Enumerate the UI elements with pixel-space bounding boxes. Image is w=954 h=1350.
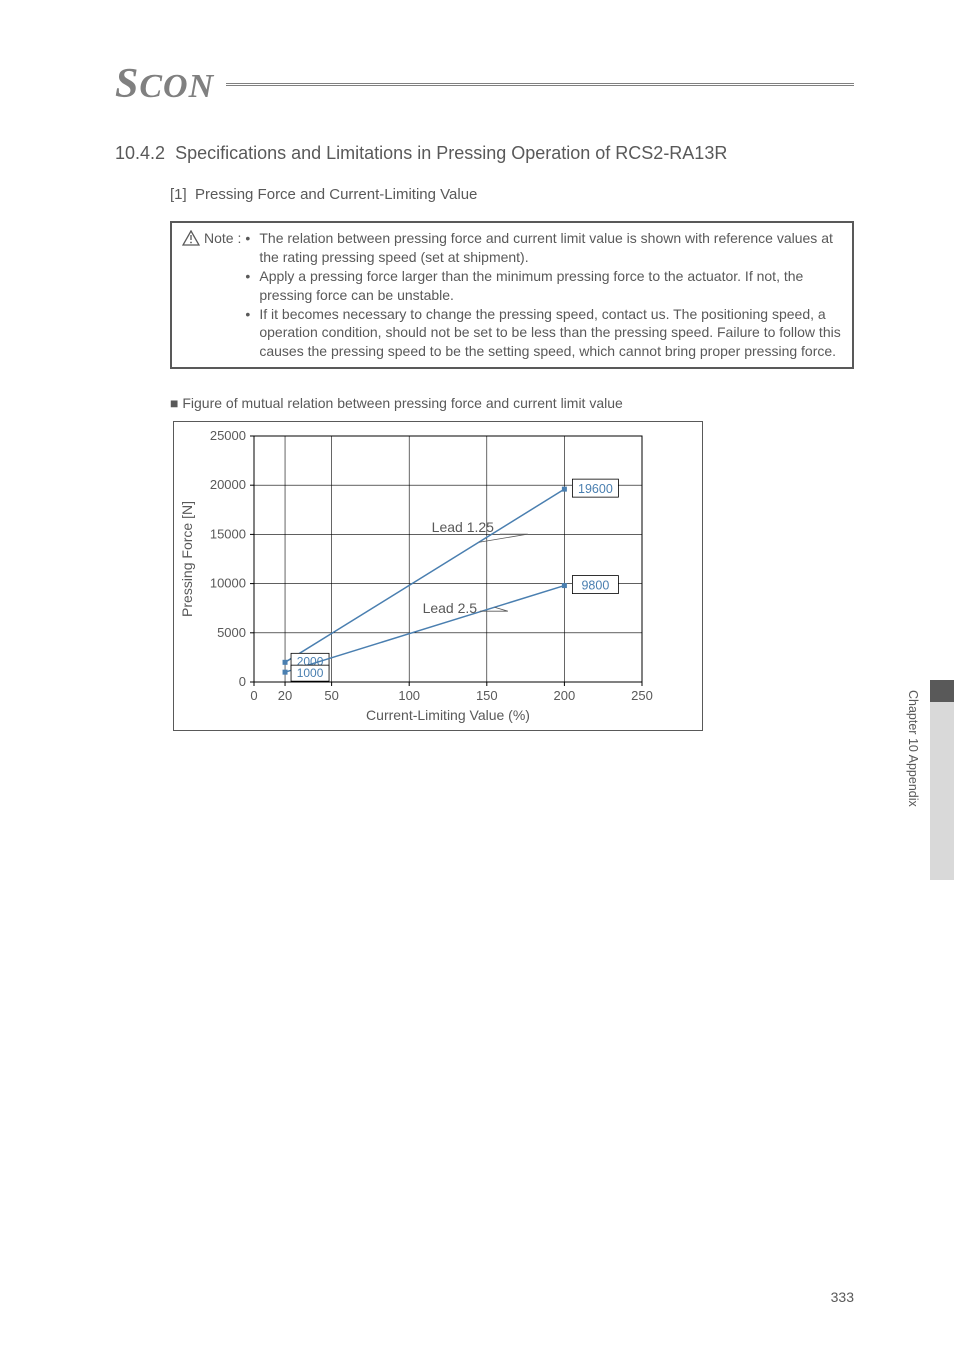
svg-text:Lead 1.25: Lead 1.25 [432,519,494,535]
side-chapter-label: Chapter 10 Appendix [906,690,920,807]
svg-text:20000: 20000 [210,477,246,492]
page-number: 333 [831,1289,854,1305]
side-tab-marker [930,680,954,702]
svg-text:5000: 5000 [217,625,246,640]
bullet-dot-icon: • [245,229,259,267]
svg-text:0: 0 [239,674,246,689]
side-tab-bar [930,702,954,880]
svg-text:Current-Limiting Value (%): Current-Limiting Value (%) [366,707,530,723]
header-rule [226,83,854,86]
bullet-dot-icon: • [245,305,259,362]
note-bullet: • If it becomes necessary to change the … [245,305,842,362]
bullet-dot-icon: • [245,267,259,305]
svg-text:Lead 2.5: Lead 2.5 [423,600,478,616]
header-row: SCON [115,60,854,108]
section-heading: 10.4.2 Specifications and Limitations in… [115,143,854,164]
svg-text:250: 250 [631,688,653,703]
note-bullet-text: The relation between pressing force and … [259,229,842,267]
svg-text:15000: 15000 [210,527,246,542]
svg-text:9800: 9800 [581,579,609,593]
caption-text: Figure of mutual relation between pressi… [182,395,622,411]
svg-text:0: 0 [250,688,257,703]
note-bullet-text: If it becomes necessary to change the pr… [259,305,842,362]
side-tab [930,680,954,880]
subsection-heading: [1] Pressing Force and Current-Limiting … [170,186,854,203]
svg-text:100: 100 [398,688,420,703]
svg-text:150: 150 [476,688,498,703]
svg-text:200: 200 [554,688,576,703]
section-title: Specifications and Limitations in Pressi… [175,143,727,163]
section-number: 10.4.2 [115,143,165,163]
subsection-number: [1] [170,186,187,203]
subsection-title: Pressing Force and Current-Limiting Valu… [195,186,477,203]
figure-caption: ■ Figure of mutual relation between pres… [170,395,854,411]
note-label: Note : [204,229,241,361]
note-bullet-text: Apply a pressing force larger than the m… [259,267,842,305]
svg-text:19600: 19600 [578,482,613,496]
svg-text:50: 50 [324,688,338,703]
note-box: Note : • The relation between pressing f… [170,221,854,369]
note-bullet: • Apply a pressing force larger than the… [245,267,842,305]
note-bullets: • The relation between pressing force an… [245,229,842,361]
warning-icon [182,229,200,361]
svg-text:20: 20 [278,688,292,703]
caption-marker: ■ [170,395,178,411]
chart-container: 0 5000 10000 15000 20000 25000 0 20 50 100 150 200 2… [173,421,703,731]
svg-text:25000: 25000 [210,428,246,443]
svg-text:Pressing Force [N]: Pressing Force [N] [179,501,195,617]
note-bullet: • The relation between pressing force an… [245,229,842,267]
svg-text:10000: 10000 [210,576,246,591]
pressing-force-chart: 0 5000 10000 15000 20000 25000 0 20 50 100 150 200 2… [174,422,702,730]
logo: SCON [115,60,214,108]
svg-text:1000: 1000 [297,666,324,680]
